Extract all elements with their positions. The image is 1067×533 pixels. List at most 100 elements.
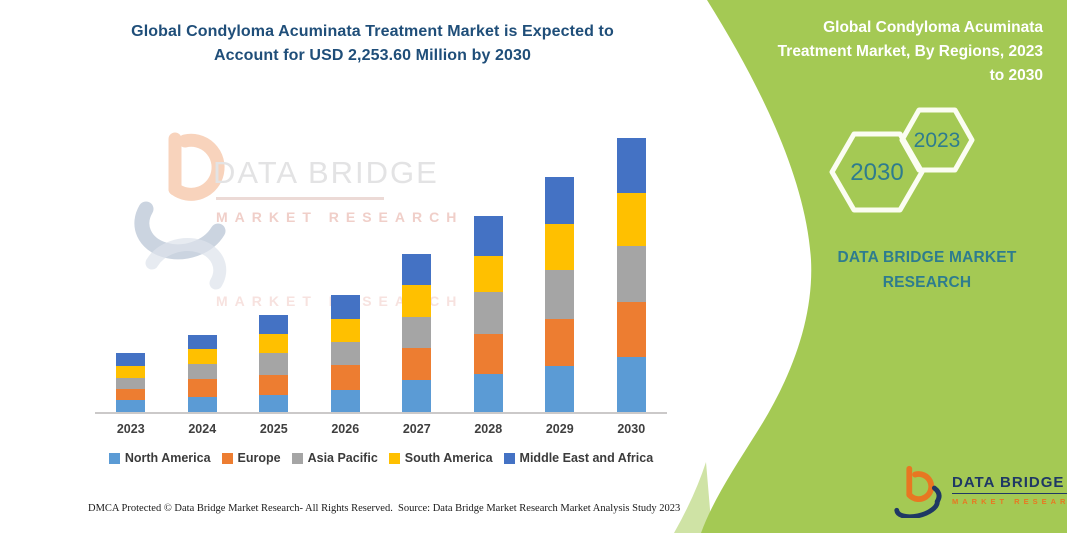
bar-segment-2030-north-america: [616, 357, 646, 412]
bar-slot-2028: [453, 120, 525, 412]
bar-segment-2024-asia-pacific: [187, 364, 217, 380]
chart-title: Global Condyloma Acuminata Treatment Mar…: [85, 20, 660, 68]
watermark-rule: [216, 197, 384, 200]
legend-item-europe: Europe: [221, 451, 281, 465]
dbmr-logo-text: DATA BRIDGE MARKET RESEARCH: [952, 474, 1067, 506]
x-axis-label-2027: 2027: [402, 422, 431, 436]
chart-plot-area: [95, 120, 667, 414]
bar-slot-2029: [524, 120, 596, 412]
bar-segment-2026-asia-pacific: [330, 342, 360, 366]
bar-segment-2026-europe: [330, 365, 360, 391]
bar-segment-2024-middle-east-and-africa: [187, 334, 217, 350]
bar-segment-2027-south-america: [402, 284, 432, 318]
legend-swatch: [221, 452, 233, 464]
x-axis-label-2025: 2025: [259, 422, 288, 436]
stacked-bar-2027: [402, 253, 432, 412]
bar-segment-2024-europe: [187, 379, 217, 397]
bar-segment-2025-asia-pacific: [259, 353, 289, 376]
bar-segment-2027-north-america: [402, 380, 432, 412]
x-axis-label-2026: 2026: [331, 422, 360, 436]
stacked-bar-2025: [259, 314, 289, 412]
bar-segment-2025-south-america: [259, 333, 289, 354]
bar-segment-2026-north-america: [330, 390, 360, 412]
bar-segment-2027-middle-east-and-africa: [402, 253, 432, 285]
green-panel-light-sliver: [674, 462, 712, 533]
chart-title-line1: Global Condyloma Acuminata Treatment Mar…: [131, 23, 614, 40]
stacked-bar-2028: [473, 215, 503, 412]
panel-brand-text: DATA BRIDGE MARKET RESEARCH: [837, 249, 1017, 291]
bar-segment-2029-south-america: [545, 224, 575, 271]
bar-segment-2024-south-america: [187, 349, 217, 365]
bar-segment-2030-europe: [616, 302, 646, 358]
hexagon-2023: [899, 107, 975, 173]
bar-segment-2028-middle-east-and-africa: [473, 215, 503, 256]
bar-segment-2025-north-america: [259, 395, 289, 412]
x-axis-labels: 2023 2024 2025 2026 2027 2028 2029 2030: [95, 422, 667, 436]
stacked-bar-2026: [330, 295, 360, 412]
legend-swatch: [388, 452, 400, 464]
panel-title-line2: Treatment Market, By Regions, 2023: [777, 43, 1043, 61]
bar-segment-2029-europe: [545, 318, 575, 367]
bar-segment-2023-europe: [116, 388, 146, 401]
chart-title-line2: Account for USD 2,253.60 Million by 2030: [214, 47, 531, 64]
bar-segment-2029-middle-east-and-africa: [545, 176, 575, 225]
stacked-bar-2029: [545, 176, 575, 412]
bar-slot-2023: [95, 120, 167, 412]
bar-segment-2027-asia-pacific: [402, 317, 432, 348]
panel-title-line1: Global Condyloma Acuminata: [823, 19, 1043, 36]
bar-slot-2030: [596, 120, 668, 412]
bar-segment-2029-asia-pacific: [545, 270, 575, 319]
footer-source: Source: Data Bridge Market Research Mark…: [398, 503, 681, 514]
bar-segment-2023-south-america: [116, 365, 146, 378]
stacked-bar-2024: [187, 334, 217, 412]
legend-item-north-america: North America: [108, 451, 211, 465]
legend-label: North America: [124, 451, 211, 465]
legend-label: South America: [404, 451, 493, 465]
bar-segment-2026-middle-east-and-africa: [330, 295, 360, 320]
bar-segment-2026-south-america: [330, 319, 360, 343]
bar-segment-2030-asia-pacific: [616, 246, 646, 303]
dbmr-logo: DATA BRIDGE MARKET RESEARCH: [890, 462, 1067, 518]
dbmr-logo-name: DATA BRIDGE: [952, 474, 1067, 494]
panel-title-line3: to 2030: [989, 67, 1043, 85]
x-axis-label-2028: 2028: [474, 422, 503, 436]
x-axis-label-2024: 2024: [188, 422, 217, 436]
bar-slot-2025: [238, 120, 310, 412]
watermark: DATA BRIDGE MARKET RESEARCH MARKET RESEA…: [128, 131, 456, 346]
stacked-bar-2023: [116, 352, 146, 412]
bar-slot-2024: [167, 120, 239, 412]
hexagon-2023-label: 2023: [914, 129, 961, 152]
x-axis-label-2023: 2023: [116, 422, 145, 436]
watermark-brand-text: DATA BRIDGE: [213, 155, 439, 190]
bar-segment-2028-south-america: [473, 255, 503, 293]
bar-segment-2023-middle-east-and-africa: [116, 352, 146, 366]
legend-item-asia-pacific: Asia Pacific: [291, 451, 378, 465]
watermark-logo-glyph: [134, 132, 227, 290]
watermark-sub-text: MARKET RESEARCH: [216, 209, 464, 225]
hexagon-group: [829, 107, 975, 213]
legend-label: Middle East and Africa: [519, 451, 654, 465]
bar-segment-2023-asia-pacific: [116, 377, 146, 389]
legend-label: Europe: [237, 451, 281, 465]
dbmr-logo-sub: MARKET RESEARCH: [952, 497, 1067, 506]
stacked-bar-2030: [616, 137, 646, 412]
bar-segment-2028-north-america: [473, 374, 503, 412]
chart-legend: North America Europe Asia Pacific South Ame…: [95, 451, 667, 465]
legend-label: Asia Pacific: [307, 451, 378, 465]
bar-segment-2030-middle-east-and-africa: [616, 137, 646, 193]
legend-swatch: [108, 452, 120, 464]
bar-segment-2028-europe: [473, 333, 503, 375]
bar-slot-2027: [381, 120, 453, 412]
bar-segment-2030-south-america: [616, 192, 646, 247]
legend-item-middle-east-and-africa: Middle East and Africa: [503, 451, 654, 465]
x-axis-label-2029: 2029: [545, 422, 574, 436]
legend-item-south-america: South America: [388, 451, 493, 465]
bar-segment-2024-north-america: [187, 396, 217, 412]
x-axis-label-2030: 2030: [617, 422, 646, 436]
legend-swatch: [503, 452, 515, 464]
green-panel-shape: [701, 0, 1067, 533]
bar-segment-2025-europe: [259, 375, 289, 396]
stacked-bar-chart: 2023 2024 2025 2026 2027 2028 2029 2030 North A…: [95, 120, 667, 465]
